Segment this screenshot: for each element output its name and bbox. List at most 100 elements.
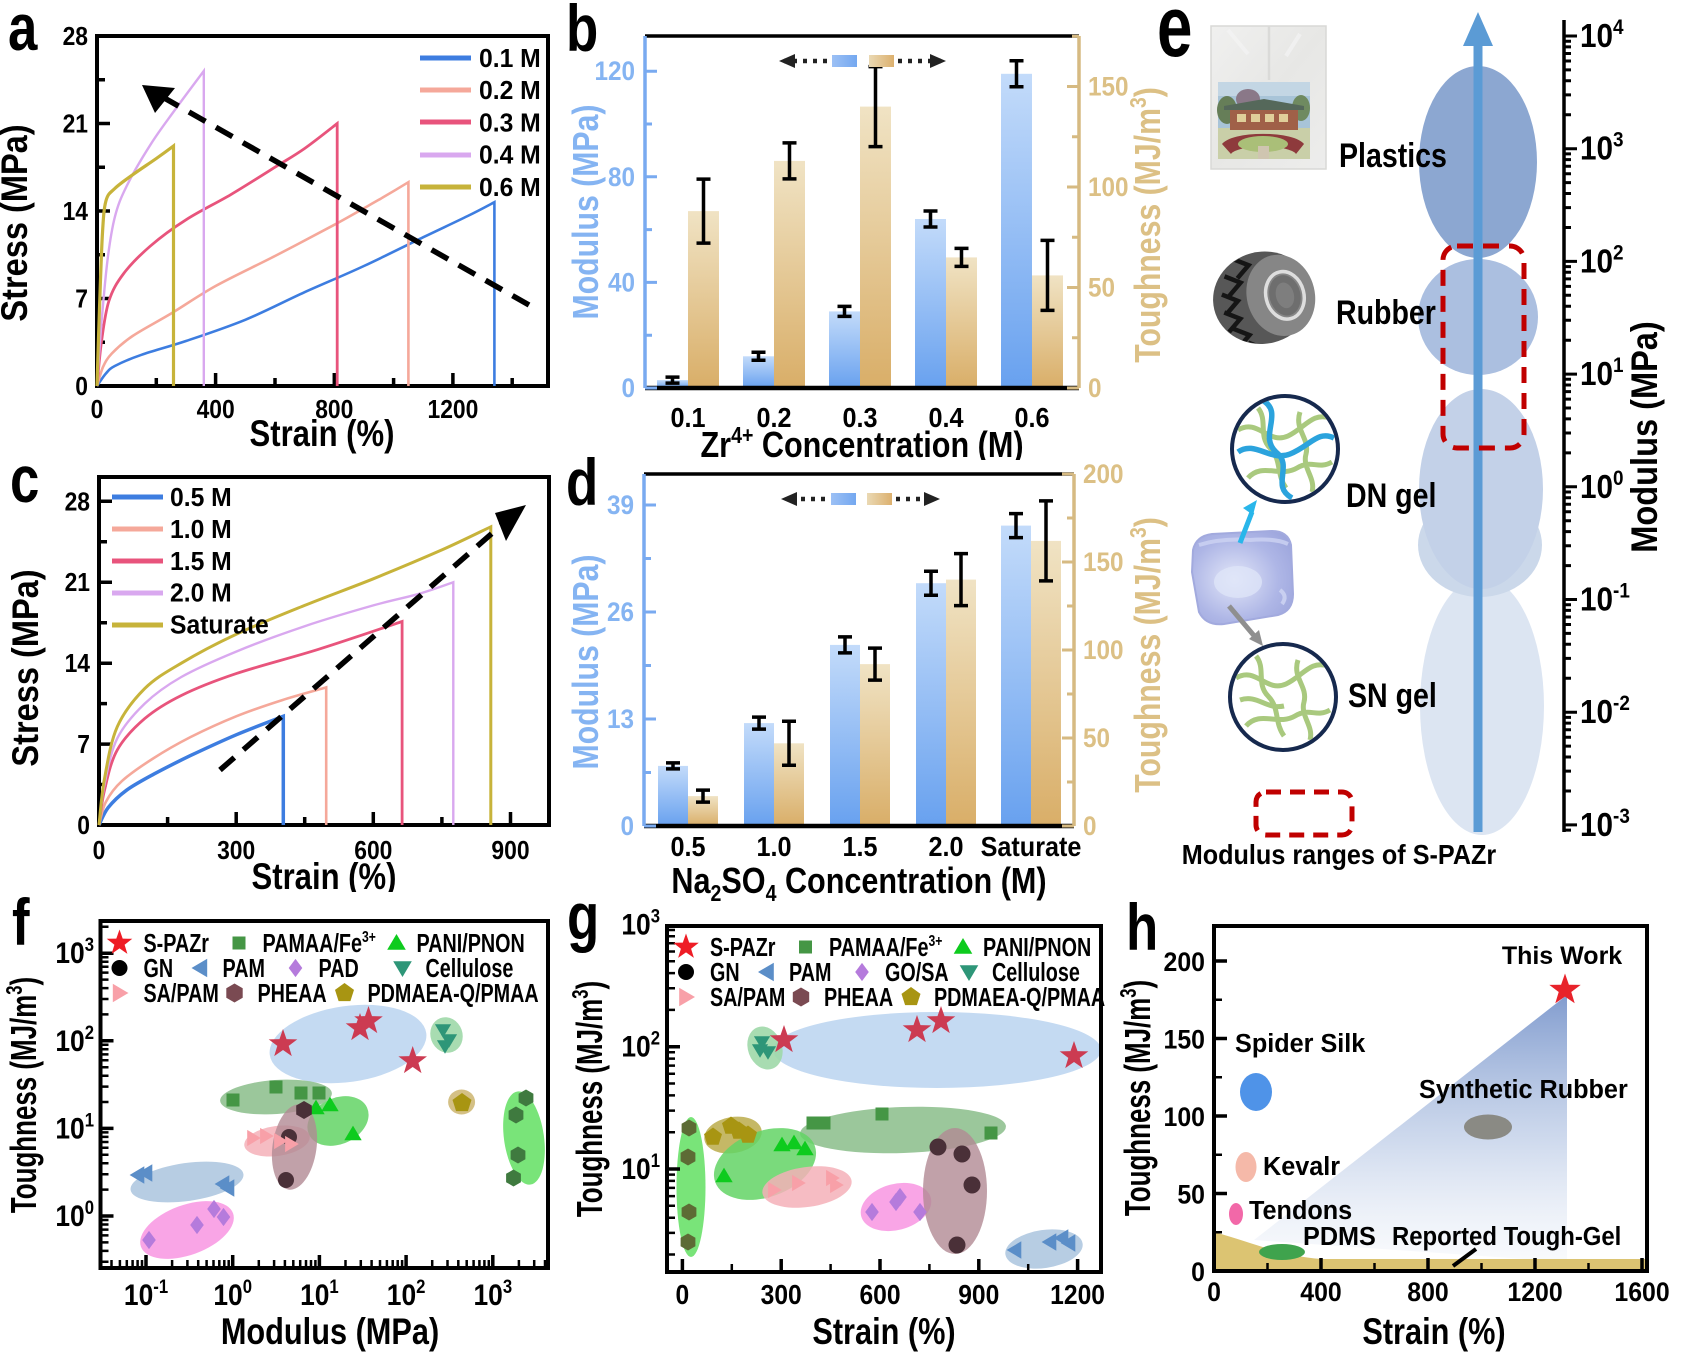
svg-text:50: 50 bbox=[1088, 273, 1115, 302]
svg-text:40: 40 bbox=[608, 268, 635, 297]
svg-text:0.3: 0.3 bbox=[842, 402, 877, 434]
svg-text:Stress (MPa): Stress (MPa) bbox=[5, 569, 46, 766]
svg-text:900: 900 bbox=[958, 1279, 999, 1311]
svg-text:Modulus (MPa): Modulus (MPa) bbox=[221, 1311, 439, 1352]
svg-text:d: d bbox=[566, 445, 598, 519]
svg-text:101: 101 bbox=[1580, 354, 1624, 392]
svg-text:This Work: This Work bbox=[1502, 942, 1622, 970]
svg-text:100: 100 bbox=[1580, 467, 1624, 505]
svg-text:80: 80 bbox=[608, 163, 635, 192]
svg-text:300: 300 bbox=[217, 837, 255, 866]
svg-text:300: 300 bbox=[761, 1279, 802, 1311]
svg-text:Saturate: Saturate bbox=[170, 611, 269, 640]
svg-text:0: 0 bbox=[1083, 812, 1097, 841]
svg-text:g: g bbox=[567, 892, 599, 953]
svg-text:28: 28 bbox=[63, 23, 88, 52]
svg-text:50: 50 bbox=[1177, 1181, 1205, 1210]
svg-text:PAMAA/Fe3+: PAMAA/Fe3+ bbox=[263, 928, 376, 957]
svg-text:102: 102 bbox=[1580, 242, 1624, 280]
svg-text:0.2 M: 0.2 M bbox=[479, 77, 541, 106]
svg-text:39: 39 bbox=[607, 491, 634, 520]
svg-text:102: 102 bbox=[621, 1028, 660, 1063]
svg-text:Toughness (MJ/m3): Toughness (MJ/m3) bbox=[1127, 517, 1169, 793]
svg-text:400: 400 bbox=[197, 396, 235, 425]
svg-text:0.3 M: 0.3 M bbox=[479, 109, 541, 138]
svg-text:SA/PAM: SA/PAM bbox=[144, 978, 219, 1007]
svg-text:2.0: 2.0 bbox=[928, 831, 963, 863]
svg-text:Strain (%): Strain (%) bbox=[249, 414, 394, 455]
svg-text:Spider Silk: Spider Silk bbox=[1235, 1030, 1366, 1058]
svg-text:100: 100 bbox=[213, 1276, 252, 1311]
svg-text:10-1: 10-1 bbox=[1580, 580, 1630, 618]
svg-text:PANI/PNON: PANI/PNON bbox=[983, 932, 1091, 961]
svg-text:0: 0 bbox=[676, 1279, 690, 1311]
svg-text:150: 150 bbox=[1088, 72, 1129, 101]
svg-text:Toughness (MJ/m3): Toughness (MJ/m3) bbox=[2, 977, 44, 1213]
svg-text:PDMAEA-Q/PMAA: PDMAEA-Q/PMAA bbox=[934, 982, 1105, 1011]
svg-text:PDMAEA-Q/PMAA: PDMAEA-Q/PMAA bbox=[368, 978, 539, 1007]
svg-text:21: 21 bbox=[65, 569, 90, 598]
svg-text:10-1: 10-1 bbox=[124, 1276, 168, 1311]
svg-text:SN gel: SN gel bbox=[1348, 677, 1437, 715]
svg-text:Synthetic Rubber: Synthetic Rubber bbox=[1419, 1076, 1628, 1104]
svg-text:200: 200 bbox=[1164, 948, 1205, 977]
svg-text:Saturate: Saturate bbox=[981, 831, 1082, 863]
svg-text:100: 100 bbox=[1164, 1103, 1205, 1132]
svg-text:200: 200 bbox=[1083, 460, 1124, 489]
svg-text:Toughness (MJ/m3): Toughness (MJ/m3) bbox=[568, 981, 610, 1217]
svg-text:Strain (%): Strain (%) bbox=[812, 1311, 955, 1352]
svg-text:0: 0 bbox=[77, 812, 90, 841]
svg-text:10-3: 10-3 bbox=[1580, 805, 1630, 843]
svg-text:100: 100 bbox=[1083, 636, 1124, 665]
svg-text:1200: 1200 bbox=[1050, 1279, 1105, 1311]
svg-text:S-PAZr: S-PAZr bbox=[710, 932, 775, 961]
svg-text:13: 13 bbox=[607, 705, 634, 734]
svg-text:GO/SA: GO/SA bbox=[885, 957, 949, 986]
svg-text:0: 0 bbox=[1191, 1258, 1205, 1287]
svg-text:14: 14 bbox=[63, 198, 89, 227]
svg-text:104: 104 bbox=[1580, 16, 1624, 54]
svg-text:103: 103 bbox=[621, 905, 660, 940]
svg-text:120: 120 bbox=[594, 57, 635, 86]
svg-text:1.5: 1.5 bbox=[842, 831, 877, 863]
svg-text:150: 150 bbox=[1083, 548, 1124, 577]
svg-text:Toughness (MJ/m3): Toughness (MJ/m3) bbox=[1127, 87, 1169, 363]
svg-text:0.5: 0.5 bbox=[670, 831, 705, 863]
svg-text:Stress (MPa): Stress (MPa) bbox=[0, 124, 35, 321]
svg-text:10-2: 10-2 bbox=[1580, 692, 1630, 730]
svg-text:c: c bbox=[10, 442, 39, 516]
svg-text:7: 7 bbox=[77, 731, 90, 760]
svg-text:1.0 M: 1.0 M bbox=[170, 515, 232, 544]
svg-text:0.1 M: 0.1 M bbox=[479, 44, 541, 73]
svg-text:14: 14 bbox=[65, 650, 91, 679]
svg-text:Plastics: Plastics bbox=[1339, 137, 1447, 175]
svg-text:600: 600 bbox=[354, 837, 392, 866]
svg-text:150: 150 bbox=[1164, 1026, 1205, 1055]
svg-text:Modulus (MPa): Modulus (MPa) bbox=[567, 105, 607, 320]
svg-text:1200: 1200 bbox=[1507, 1278, 1562, 1307]
svg-text:1200: 1200 bbox=[427, 396, 478, 425]
svg-text:Modulus ranges of S-PAZr: Modulus ranges of S-PAZr bbox=[1182, 839, 1496, 871]
svg-text:Rubber: Rubber bbox=[1336, 294, 1436, 332]
svg-text:f: f bbox=[12, 892, 31, 959]
svg-text:100: 100 bbox=[1088, 173, 1129, 202]
svg-text:0: 0 bbox=[1088, 374, 1102, 403]
svg-text:100: 100 bbox=[55, 1197, 94, 1232]
svg-text:GN: GN bbox=[144, 953, 174, 982]
svg-text:PHEAA: PHEAA bbox=[824, 982, 893, 1011]
svg-text:PAM: PAM bbox=[789, 957, 831, 986]
svg-text:Strain (%): Strain (%) bbox=[251, 857, 396, 892]
svg-text:b: b bbox=[566, 0, 598, 65]
svg-text:0.4: 0.4 bbox=[928, 402, 963, 434]
svg-text:PAMAA/Fe3+: PAMAA/Fe3+ bbox=[829, 932, 942, 961]
svg-text:PDMS: PDMS bbox=[1303, 1223, 1376, 1251]
svg-text:101: 101 bbox=[55, 1109, 94, 1144]
svg-text:Na2SO4 Concentration (M): Na2SO4 Concentration (M) bbox=[671, 862, 1046, 907]
svg-text:Reported Tough-Gel: Reported Tough-Gel bbox=[1392, 1222, 1621, 1251]
svg-text:800: 800 bbox=[1407, 1278, 1448, 1307]
svg-text:50: 50 bbox=[1083, 724, 1110, 753]
svg-text:103: 103 bbox=[1580, 129, 1624, 167]
svg-text:102: 102 bbox=[387, 1276, 426, 1311]
svg-text:0: 0 bbox=[1207, 1278, 1221, 1307]
svg-text:h: h bbox=[1126, 892, 1158, 964]
